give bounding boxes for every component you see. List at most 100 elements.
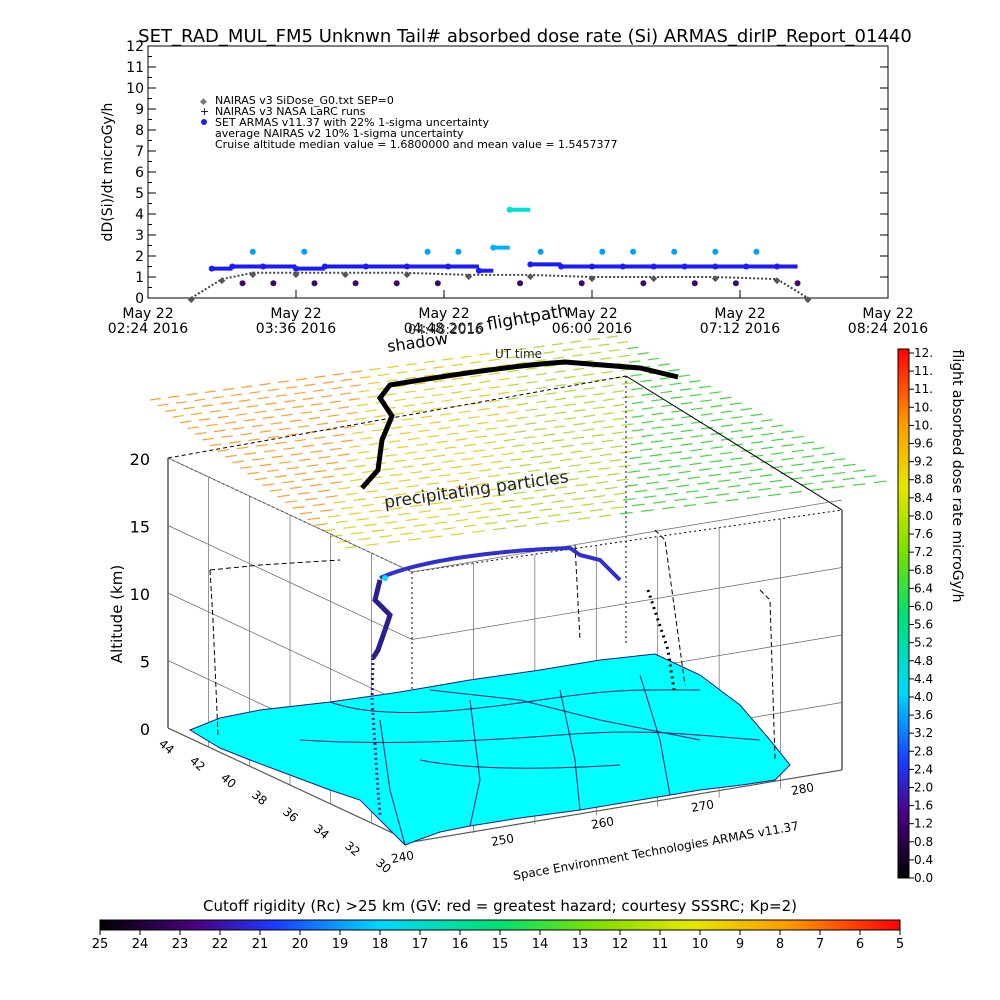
particle-dash [360, 436, 373, 440]
ytick-label: 5 [135, 186, 144, 202]
cutoff-colorbar-tick-label: 5 [896, 937, 904, 952]
xtick-date: May 22 [270, 306, 321, 322]
particle-dash [310, 483, 323, 487]
particle-dash [729, 402, 742, 406]
particle-dash [457, 424, 470, 427]
armas-point [527, 261, 534, 268]
precipitating-layer [149, 335, 887, 549]
latitude-tick-label: 42 [187, 754, 208, 775]
xtick-date: May 22 [566, 306, 617, 322]
particle-dash [364, 523, 377, 527]
particle-dash [259, 463, 272, 467]
particle-dash [679, 456, 692, 460]
particle-dash [873, 480, 887, 484]
particle-dash [386, 379, 399, 382]
particle-dash [405, 518, 419, 522]
particle-dash [604, 486, 618, 490]
particle-dash [286, 466, 299, 470]
particle-dash [209, 409, 221, 413]
particle-dash [664, 492, 678, 496]
particle-dash [562, 430, 575, 434]
legend-marker-plus: + [200, 105, 209, 118]
dose-colorbar-tick-label: 4.4 [914, 672, 933, 686]
particle-dash [329, 534, 343, 538]
particle-dash [447, 479, 460, 483]
particle-dash [290, 452, 303, 456]
particle-dash [564, 389, 576, 393]
particle-dash [164, 409, 177, 412]
ytick-label: 4 [135, 207, 144, 223]
particle-dash [475, 482, 489, 486]
particle-dash [512, 444, 525, 447]
particle-dash [344, 425, 356, 429]
particle-dash [432, 393, 444, 397]
particle-dash [389, 507, 403, 510]
particle-dash [771, 438, 784, 442]
particle-dash [478, 468, 492, 472]
particle-dash [334, 467, 347, 471]
nairas-point: ◆ [404, 270, 411, 280]
particle-dash [749, 468, 763, 472]
dose-colorbar-tick-label: 11. [914, 382, 933, 396]
particle-dash [384, 520, 398, 524]
particle-dash [405, 362, 417, 366]
particle-dash [507, 397, 519, 400]
particle-dash [545, 392, 557, 395]
nairas-point: ◆ [342, 270, 349, 280]
particle-dash [453, 451, 466, 455]
particle-dash [737, 490, 751, 494]
particle-dash [191, 412, 203, 416]
particle-dash [294, 391, 306, 395]
particle-dash [333, 500, 346, 504]
altitude-tick-label: 5 [140, 653, 150, 672]
particle-dash [609, 459, 622, 462]
particle-dash [332, 372, 344, 376]
particle-dash [660, 390, 673, 394]
timeseries-frame [147, 45, 889, 299]
particle-dash [398, 479, 411, 482]
particle-dash [434, 521, 448, 525]
particle-dash [661, 418, 674, 421]
dose-colorbar-tick-label: 8.4 [914, 491, 933, 505]
particle-dash [289, 486, 303, 490]
particle-dash [441, 385, 454, 389]
particle-dash [687, 476, 701, 480]
particle-dash [249, 391, 261, 394]
particle-dash [525, 353, 537, 357]
particle-dash [553, 356, 565, 360]
particle-dash [619, 511, 633, 515]
particle-dash [591, 434, 604, 437]
particle-dash [318, 455, 331, 459]
particle-dash [704, 501, 718, 505]
flightpath-track [370, 579, 393, 660]
particle-dash [236, 413, 248, 416]
dose-colorbar-tick-label: 10. [914, 400, 933, 414]
particle-dash [365, 456, 378, 460]
armas-point [475, 267, 482, 274]
cutoff-colorbar-ticks: 25 24 23 22 21 20 19 18 17 16 15 14 13 12 11 10 9 8 7 6 5 [92, 930, 904, 952]
particle-dash [484, 521, 498, 525]
particle-dash [427, 435, 440, 438]
particle-dash [377, 515, 390, 519]
particle-dash [618, 354, 631, 358]
xtick-date: May 22 [714, 306, 765, 322]
particle-dash [811, 460, 825, 464]
particle-dash [444, 446, 457, 450]
particle-dash [426, 515, 440, 519]
particle-dash [659, 459, 672, 463]
particle-dash [719, 396, 732, 400]
particle-dash [476, 516, 490, 519]
particle-dash [718, 479, 731, 483]
particle-dash [680, 401, 693, 405]
armas-low-point [732, 280, 739, 287]
particle-dash [516, 389, 529, 392]
particle-dash [337, 540, 351, 543]
particle-dash [602, 425, 615, 429]
particle-dash [522, 497, 535, 500]
particle-dash [583, 400, 596, 404]
particle-dash [801, 441, 815, 445]
particle-dash [430, 468, 443, 472]
particle-dash [470, 374, 482, 378]
particle-dash [241, 385, 253, 389]
